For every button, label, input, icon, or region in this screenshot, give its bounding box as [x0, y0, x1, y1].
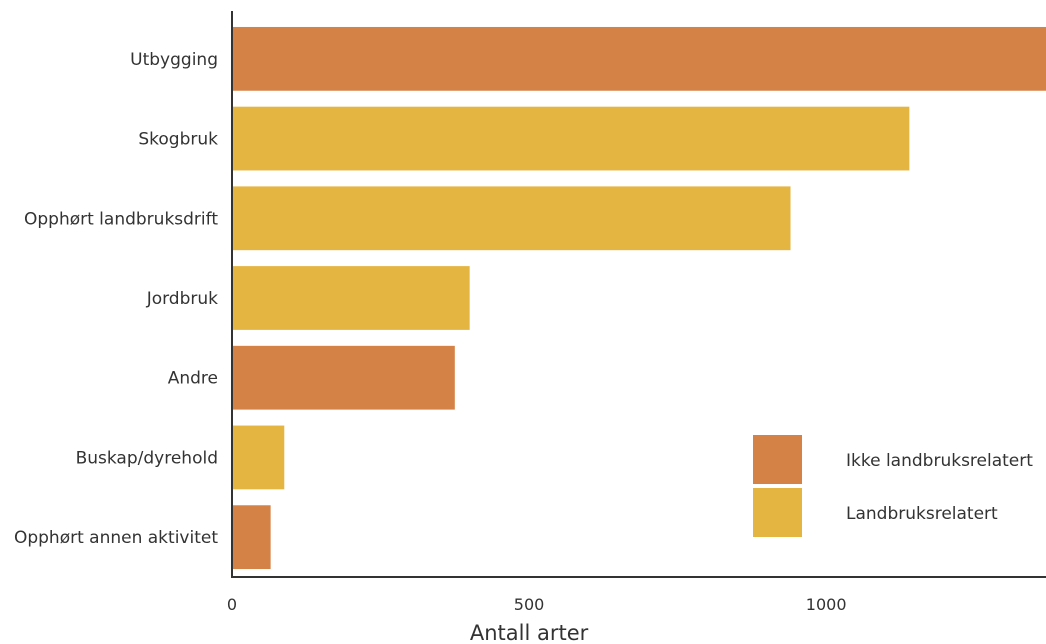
bar-7	[232, 505, 271, 570]
legend-swatch	[753, 435, 802, 484]
legend-swatch	[753, 488, 802, 537]
legend-label: Landbruksrelatert	[846, 504, 998, 524]
bar-6	[232, 425, 285, 490]
x-tick-label: 1000	[806, 595, 847, 614]
bar-1	[232, 26, 1046, 91]
legend-label: Ikke landbruksrelatert	[846, 451, 1033, 471]
x-tick-labels: 0 500 1000	[227, 595, 847, 614]
category-label: Skogbruk	[138, 130, 218, 150]
category-label: Jordbruk	[146, 289, 218, 309]
bar-2	[232, 106, 910, 171]
category-label: Buskap/dyrehold	[76, 448, 218, 468]
legend: Ikke landbruksrelatert Landbruksrelatert	[753, 435, 1033, 537]
x-axis-title: Antall arter	[470, 621, 589, 644]
bar-3	[232, 186, 791, 251]
bar-4	[232, 266, 470, 330]
category-label: Utbygging	[130, 50, 218, 70]
bar-5	[232, 345, 455, 410]
x-tick-label: 500	[514, 595, 545, 614]
category-labels: Utbygging Skogbruk Opphørt landbruksdrift J…	[14, 50, 218, 548]
bars-group	[232, 26, 1046, 570]
category-label: Opphørt annen aktivitet	[14, 528, 218, 548]
category-label: Opphørt landbruksdrift	[24, 209, 218, 229]
x-tick-label: 0	[227, 595, 237, 614]
category-label: Andre	[168, 369, 218, 389]
